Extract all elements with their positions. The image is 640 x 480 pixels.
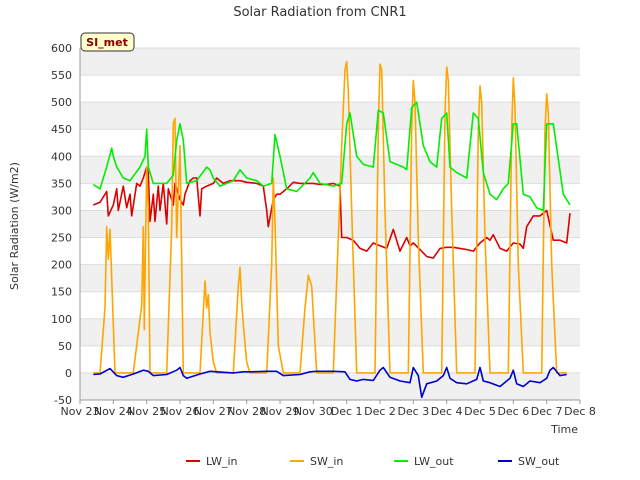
legend-label: LW_in (206, 455, 238, 468)
x-tick-label: Nov 25 (127, 405, 166, 418)
y-axis-label: Solar Radiation (W/m2) (8, 162, 21, 290)
series-line-sw-out (93, 366, 567, 399)
grid-band (80, 318, 580, 346)
y-tick-label: -50 (54, 394, 72, 407)
badge-box (80, 32, 135, 52)
y-tick-label: 350 (51, 177, 72, 190)
x-tick-label: Nov 30 (294, 405, 333, 418)
legend: LW_in SW_in LW_out SW_out (186, 455, 560, 468)
grid-band (80, 210, 580, 238)
y-tick-label: 50 (58, 340, 72, 353)
grid-band (80, 48, 580, 76)
y-tick-label: 450 (51, 123, 72, 136)
y-tick-label: 250 (51, 232, 72, 245)
x-tick-label: Nov 26 (161, 405, 200, 418)
x-tick-label: Nov 29 (261, 405, 300, 418)
x-tick-label: Dec 1 (331, 405, 363, 418)
grid-band (80, 102, 580, 130)
y-tick-labels: -50 0 50 100 150 200 250 300 350 400 450 500 550 600 (51, 42, 72, 407)
x-tick-label: Dec 6 (497, 405, 529, 418)
grid-band (80, 264, 580, 292)
grid-band (80, 156, 580, 184)
legend-label: LW_out (414, 455, 454, 468)
y-tick-label: 200 (51, 259, 72, 272)
x-tick-label: Dec 8 (564, 405, 596, 418)
badge: SI_met (80, 32, 135, 52)
y-tick-label: 100 (51, 313, 72, 326)
grid (79, 47, 580, 401)
x-tick-label: Dec 7 (531, 405, 563, 418)
y-tick-label: 300 (51, 204, 72, 217)
legend-label: SW_out (518, 455, 560, 468)
x-tick-label: Nov 27 (194, 405, 233, 418)
y-tick-label: 400 (51, 150, 72, 163)
chart-title: Solar Radiation from CNR1 (233, 5, 406, 20)
x-tick-label: Nov 24 (94, 405, 133, 418)
legend-label: SW_in (310, 455, 343, 468)
plot-background (80, 48, 580, 400)
x-tick-label: Dec 4 (431, 405, 463, 418)
x-tick-label: Nov 28 (227, 405, 266, 418)
x-tick-label: Dec 3 (397, 405, 429, 418)
series-lines (92, 60, 571, 399)
y-tick-label: 0 (65, 367, 72, 380)
grid-band (80, 372, 580, 400)
y-tick-label: 600 (51, 42, 72, 55)
y-tick-label: 150 (51, 286, 72, 299)
x-tick-label: Dec 5 (464, 405, 496, 418)
x-tick-label: Nov 23 (61, 405, 100, 418)
series-line-lw-out (92, 101, 571, 212)
x-tick-label: Dec 2 (364, 405, 396, 418)
y-tick-label: 500 (51, 96, 72, 109)
badge-label: SI_met (86, 36, 128, 49)
series-line-lw-in (93, 166, 571, 259)
y-tick-label: 550 (51, 69, 72, 82)
x-axis-label: Time (550, 423, 578, 436)
